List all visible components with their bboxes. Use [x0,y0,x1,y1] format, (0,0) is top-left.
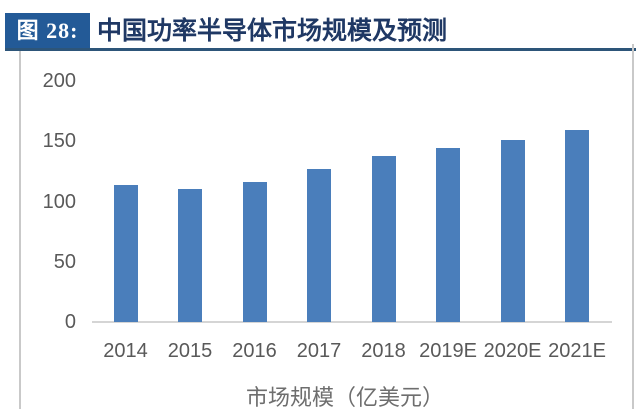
bar-2017 [307,169,331,322]
y-tick-label: 0 [64,311,76,333]
right-cell-border [632,44,634,409]
x-tick-label: 2020E [483,340,542,362]
x-tick-label: 2021E [548,340,606,362]
bar-2018 [371,156,396,322]
series-legend-label: 市场规模（亿美元） [245,385,445,409]
bar-2016 [242,182,267,322]
x-tick-label: 2019E [419,340,477,362]
y-tick-label: 50 [53,250,76,273]
plot-area: 2014 2015 2016 2017 2018 2019E 2020E 2021E [92,81,612,362]
bar-2020E [500,140,525,322]
x-tick-label: 2015 [167,340,213,362]
bar-2015 [178,189,202,322]
bar-2021E [565,130,589,322]
x-axis-line [92,321,612,323]
y-tick-label: 150 [42,130,76,153]
figure-title: 中国功率半导体市场规模及预测 [97,18,448,45]
y-tick-label: 200 [42,70,76,92]
x-tick-label: 2014 [103,340,148,362]
figure-number-badge: 图 28: [5,13,90,48]
y-tick-label: 100 [42,190,76,213]
bar-2014 [113,185,138,322]
bar-2019E [436,148,460,322]
x-tick-label: 2018 [361,340,406,362]
header-underline [5,48,636,51]
y-axis: 0 50 100 150 200 [0,0,76,409]
x-tick-label: 2017 [296,340,342,362]
left-cell-border [19,51,21,409]
x-tick-label: 2016 [232,340,277,362]
